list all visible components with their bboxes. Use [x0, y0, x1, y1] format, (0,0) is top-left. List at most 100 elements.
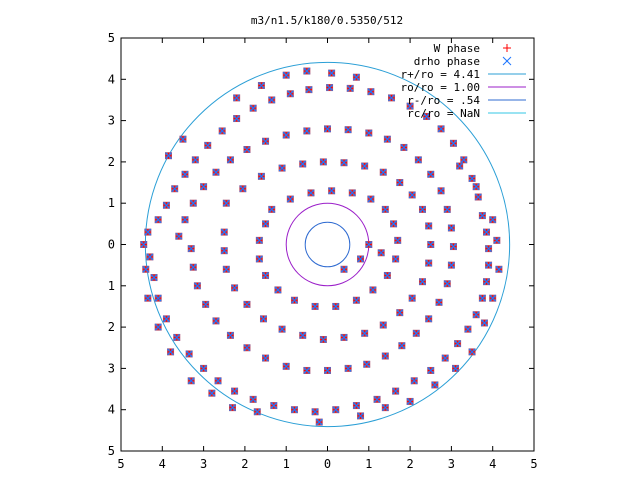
drho-phase-point — [319, 336, 327, 343]
drho-phase-point-b — [222, 199, 230, 207]
drho-phase-point — [257, 172, 265, 180]
legend-label: r+/ro = 4.41 — [401, 68, 480, 81]
drho-phase-point — [324, 367, 331, 374]
drho-phase-point — [260, 315, 267, 323]
drho-phase-point-b — [200, 183, 208, 191]
drho-phase-point-b — [179, 135, 187, 143]
drho-phase-point — [381, 352, 389, 360]
drho-phase-point — [278, 164, 286, 172]
drho-phase-point — [367, 88, 375, 96]
legend-item: r+/ro = 4.41 — [401, 68, 526, 81]
drho-phase-point-b — [369, 286, 377, 294]
drho-phase-point-b — [468, 348, 476, 356]
drho-phase-point-b — [472, 311, 480, 319]
drho-phase-point-b — [142, 265, 150, 273]
drho-phase-point — [255, 236, 263, 244]
drho-phase-point-b — [419, 278, 426, 286]
drho-phase-point-b — [450, 139, 457, 147]
drho-phase-point — [373, 395, 381, 403]
drho-phase-point-b — [340, 334, 348, 341]
drho-phase-point-b — [365, 129, 373, 137]
drho-phase-point-b — [311, 408, 319, 416]
drho-phase-point — [425, 222, 433, 230]
drho-phase-point-b — [249, 104, 257, 112]
drho-phase-point — [435, 298, 443, 306]
drho-phase-point-b — [222, 265, 230, 273]
drho-phase-point-b — [243, 146, 251, 153]
y-tick-label: 3 — [108, 114, 115, 128]
data-points — [140, 67, 503, 426]
drho-phase-point — [340, 265, 348, 273]
drho-phase-point-b — [367, 195, 375, 203]
drho-phase-point-b — [396, 179, 404, 186]
drho-phase-point — [352, 296, 360, 304]
drho-phase-point-b — [340, 265, 348, 273]
drho-phase-point — [303, 367, 311, 374]
drho-phase-point — [142, 265, 150, 273]
drho-phase-point — [150, 274, 158, 281]
drho-phase-point-b — [392, 387, 400, 395]
drho-phase-point-b — [291, 406, 298, 414]
drho-phase-point-b — [483, 278, 490, 286]
drho-phase-point-b — [187, 377, 195, 385]
drho-phase-point — [291, 296, 298, 304]
drho-phase-point — [400, 144, 408, 151]
drho-phase-point — [220, 228, 228, 236]
drho-phase-point-b — [357, 412, 364, 420]
chart-title: m3/n1.5/k180/0.5350/512 — [251, 14, 403, 27]
drho-phase-point-b — [233, 115, 241, 122]
drho-phase-point — [427, 170, 435, 178]
drho-phase-point — [282, 362, 290, 370]
x-tick-label: 2 — [241, 457, 248, 471]
y-tick-label: 0 — [108, 238, 115, 252]
drho-phase-point — [328, 187, 336, 195]
drho-phase-point — [379, 168, 387, 176]
drho-phase-point-b — [425, 222, 433, 230]
drho-phase-point — [478, 294, 486, 302]
drho-phase-point — [396, 179, 404, 186]
drho-phase-point — [344, 126, 352, 134]
drho-phase-point-b — [227, 331, 234, 339]
drho-phase-point-b — [231, 387, 238, 395]
x-tick-label: 4 — [159, 457, 166, 471]
drho-phase-point-b — [303, 127, 311, 135]
drho-phase-point — [175, 232, 183, 240]
drho-phase-point — [361, 162, 369, 170]
drho-phase-point — [427, 241, 435, 248]
drho-phase-point-b — [202, 300, 210, 308]
drho-phase-point-b — [299, 160, 307, 168]
drho-phase-point — [495, 265, 503, 273]
drho-phase-point-b — [352, 402, 360, 409]
drho-phase-point — [286, 195, 294, 203]
drho-phase-point-b — [262, 354, 269, 362]
drho-phase-point-b — [381, 404, 389, 412]
drho-phase-point — [231, 284, 238, 292]
drho-phase-point — [212, 168, 220, 176]
drho-phase-point-b — [398, 342, 406, 350]
drho-phase-point — [311, 408, 319, 416]
drho-phase-point — [437, 187, 445, 195]
drho-phase-point-b — [303, 67, 311, 75]
drho-phase-point-b — [175, 232, 183, 240]
drho-phase-point — [187, 377, 195, 385]
drho-phase-point — [474, 193, 482, 201]
legend-label: W phase — [434, 42, 480, 55]
drho-phase-point — [179, 135, 187, 143]
drho-phase-point — [187, 245, 195, 253]
drho-phase-point-b — [239, 185, 247, 193]
drho-phase-point — [425, 315, 433, 323]
drho-phase-point — [239, 185, 247, 193]
drho-phase-point-b — [443, 280, 451, 288]
drho-phase-point-b — [435, 298, 443, 306]
drho-phase-point — [181, 216, 189, 224]
drho-phase-point — [419, 278, 426, 286]
drho-phase-point — [346, 84, 354, 92]
drho-phase-point — [270, 402, 278, 409]
drho-phase-point-b — [472, 183, 480, 191]
drho-phase-point-b — [419, 205, 426, 213]
drho-phase-point — [454, 340, 462, 348]
drho-phase-point — [394, 236, 402, 244]
drho-phase-point — [377, 249, 385, 257]
drho-phase-point — [274, 286, 282, 294]
